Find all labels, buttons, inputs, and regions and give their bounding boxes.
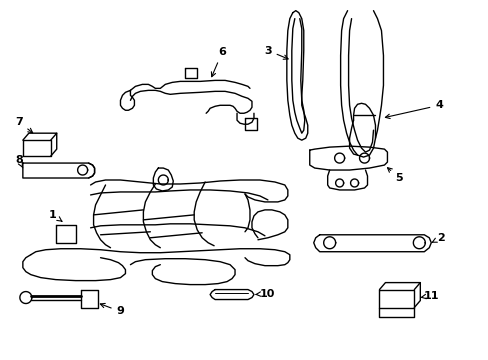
Text: 4: 4 [385, 100, 442, 118]
Text: 10: 10 [256, 289, 274, 298]
Text: 1: 1 [49, 210, 62, 221]
Text: 5: 5 [386, 168, 403, 183]
Text: 7: 7 [15, 117, 33, 133]
Text: 9: 9 [100, 303, 124, 316]
Text: 2: 2 [431, 233, 444, 243]
Text: 8: 8 [15, 155, 23, 168]
Text: 6: 6 [211, 48, 225, 77]
Text: 3: 3 [264, 45, 287, 59]
Text: 11: 11 [420, 291, 438, 301]
